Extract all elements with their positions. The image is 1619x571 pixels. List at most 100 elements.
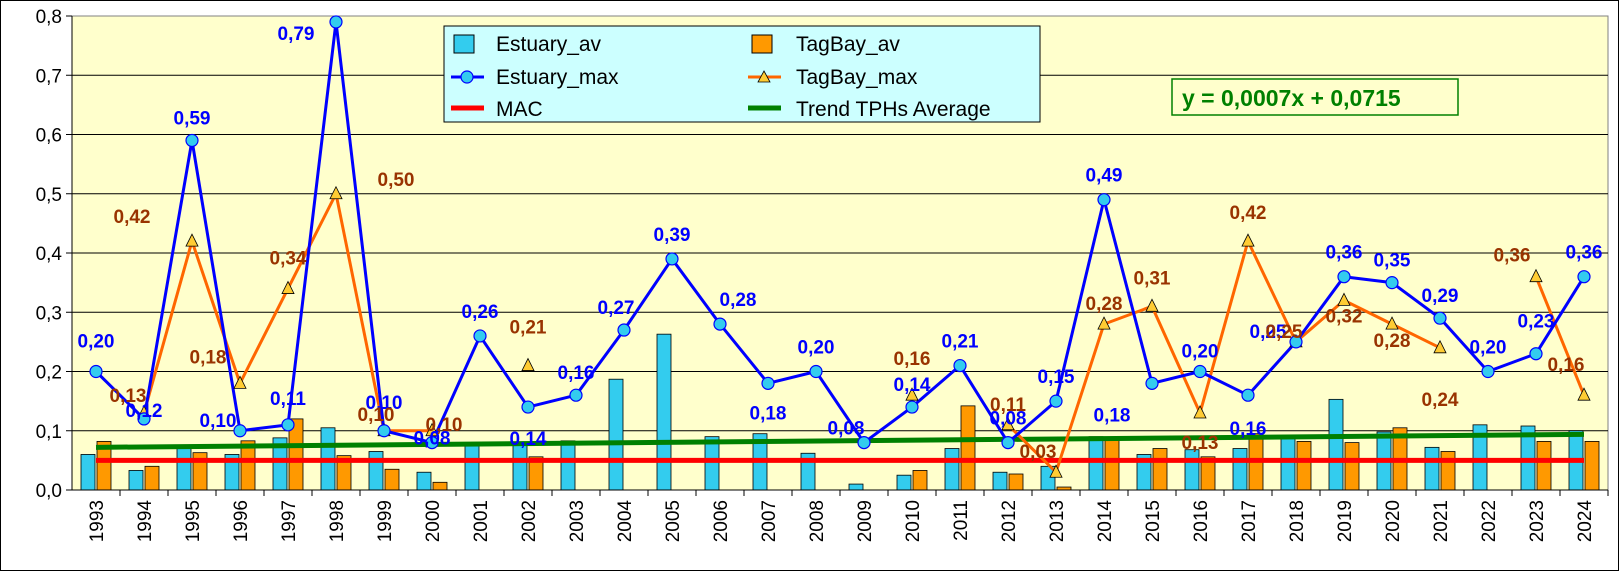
bar-estuary-av	[368, 451, 384, 491]
legend-swatch-tagbay-av	[751, 34, 773, 54]
data-label-tagbay-max: 0,42	[1230, 203, 1267, 224]
marker-tagbay-max	[281, 280, 295, 294]
bar-tagbay-av	[1152, 448, 1168, 491]
marker-estuary-max	[857, 436, 871, 450]
bar-estuary-av	[992, 471, 1008, 491]
data-label-estuary-max: 0,36	[1326, 243, 1363, 264]
y-tick-label: 0,4	[36, 244, 63, 265]
legend-label-mac: MAC	[496, 98, 543, 121]
data-label-estuary-max: 0,49	[1086, 166, 1123, 187]
bar-estuary-av	[608, 378, 624, 491]
x-tick-label: 1993	[87, 500, 108, 542]
data-label-estuary-max: 0,79	[278, 24, 315, 45]
marker-estuary-max	[905, 400, 919, 414]
bar-tagbay-av	[1008, 473, 1024, 491]
data-label-estuary-max: 0,59	[174, 108, 211, 129]
series-markers	[89, 15, 1591, 478]
marker-estuary-max	[617, 323, 631, 337]
bar-estuary-av	[464, 442, 480, 491]
bar-estuary-av	[704, 436, 720, 491]
x-tick-label: 1995	[183, 500, 204, 542]
data-label-tagbay-max: 0,28	[1374, 331, 1411, 352]
bar-tagbay-av	[1296, 441, 1312, 491]
marker-estuary-max	[761, 376, 775, 390]
data-label-tagbay-max: 0,28	[1086, 294, 1123, 315]
marker-estuary-max	[425, 436, 439, 450]
marker-tagbay-max	[425, 422, 439, 437]
y-tick-label: 0,6	[36, 126, 62, 147]
bar-tagbay-av	[144, 465, 160, 491]
marker-estuary-max	[1097, 193, 1111, 207]
data-label-tagbay-max: 0,50	[378, 170, 415, 191]
legend-label-estuary-max: Estuary_max	[496, 66, 619, 89]
gridlines	[72, 74, 1608, 432]
marker-estuary-max	[665, 252, 679, 266]
data-label-estuary-max: 0,15	[1038, 367, 1075, 388]
bar-tagbay-av	[960, 405, 976, 491]
x-tick-label: 2017	[1239, 500, 1260, 542]
bar-estuary-av	[560, 440, 576, 491]
data-label-estuary-max: 0,36	[1566, 243, 1603, 264]
x-tick-label: 2024	[1575, 500, 1596, 543]
data-label-tagbay-max: 0,10	[426, 415, 463, 436]
bar-tagbay-av	[432, 481, 448, 491]
marker-estuary-max	[1145, 376, 1159, 390]
legend: Estuary_av TagBay_av Estuary_max TagBay_…	[443, 25, 1041, 123]
data-label-tagbay-max: 0,32	[1326, 306, 1363, 327]
x-tick-label: 2014	[1095, 500, 1116, 543]
line-estuary-max	[94, 20, 1586, 445]
marker-estuary-max	[1001, 436, 1015, 450]
data-label-tagbay-max: 0,03	[1020, 442, 1057, 463]
data-label-estuary-max: 0,39	[654, 225, 691, 246]
marker-tagbay-max	[1145, 298, 1159, 312]
marker-tagbay-max	[905, 387, 919, 401]
marker-estuary-max	[713, 317, 727, 331]
legend-marker-tagbay-max	[757, 70, 771, 83]
bar-estuary-av	[656, 333, 672, 491]
marker-estuary-max	[377, 424, 391, 438]
data-label-estuary-max: 0,23	[1518, 312, 1555, 333]
legend-marker-estuary-max	[460, 70, 474, 84]
y-tick-label: 0,2	[36, 363, 62, 384]
data-label-estuary-max: 0,29	[1422, 286, 1459, 307]
x-tick-label: 2015	[1143, 500, 1164, 542]
x-tick-label: 2022	[1479, 500, 1500, 542]
data-label-estuary-max: 0,16	[1230, 419, 1267, 440]
marker-tagbay-max	[1337, 292, 1351, 306]
x-tick-label: 2021	[1431, 500, 1452, 542]
data-label-tagbay-max: 0,25	[1266, 322, 1303, 343]
data-label-estuary-max: 0,35	[1374, 251, 1411, 272]
legend-swatch-estuary-av	[453, 34, 475, 54]
x-tick-label: 2009	[855, 500, 876, 542]
data-label-estuary-max: 0,18	[750, 403, 787, 424]
x-tick-label: 2018	[1287, 500, 1308, 542]
trend-equation-text: y = 0,0007x + 0,0715	[1182, 85, 1401, 111]
marker-tagbay-max	[1193, 405, 1207, 419]
data-label-tagbay-max: 0,21	[510, 318, 547, 339]
marker-tagbay-max	[1433, 339, 1447, 354]
x-tick-label: 2007	[759, 500, 780, 542]
marker-estuary-max	[953, 358, 967, 373]
bar-estuary-av	[848, 483, 864, 491]
marker-estuary-max	[1529, 347, 1543, 361]
marker-estuary-max	[1193, 364, 1207, 379]
bar-estuary-av	[128, 470, 144, 491]
marker-tagbay-max	[1097, 316, 1111, 330]
marker-estuary-max	[1577, 270, 1591, 284]
data-label-estuary-max: 0,20	[1182, 342, 1219, 363]
x-tick-label: 1996	[231, 500, 252, 542]
line-tagbay-max	[1534, 276, 1586, 396]
x-tick-label: 2003	[567, 500, 588, 542]
data-label-estuary-max: 0,21	[942, 332, 979, 353]
x-tick-label: 2008	[807, 500, 828, 542]
bar-estuary-av	[80, 454, 96, 491]
bar-estuary-av	[1424, 446, 1440, 491]
x-tick-label: 2012	[999, 500, 1020, 542]
bar-tagbay-av	[1584, 441, 1600, 491]
legend-label-tagbay-max: TagBay_max	[796, 66, 918, 89]
x-tick-label: 2006	[711, 500, 732, 542]
marker-estuary-max	[89, 364, 103, 379]
bar-tagbay-av	[1104, 437, 1120, 491]
data-label-estuary-max: 0,20	[1470, 338, 1507, 359]
